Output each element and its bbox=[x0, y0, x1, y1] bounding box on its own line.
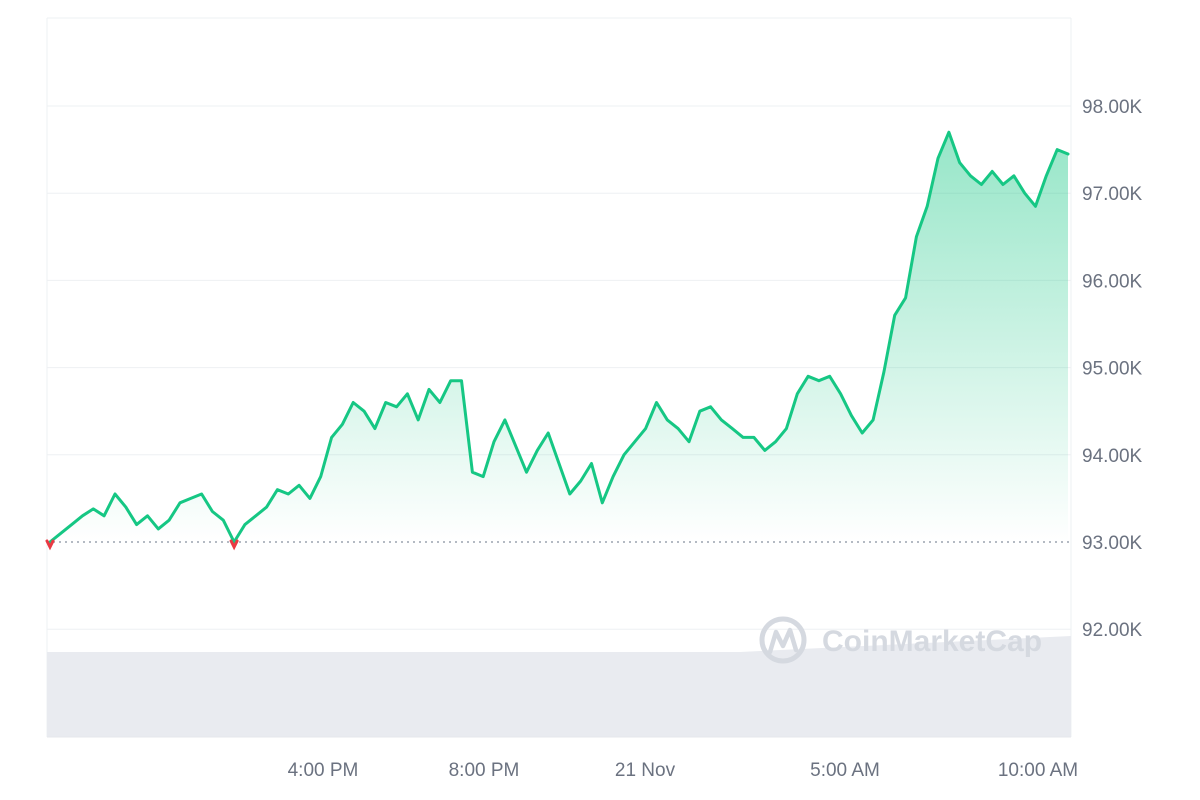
y-tick-label: 95.00K bbox=[1082, 359, 1143, 380]
y-tick-label: 92.00K bbox=[1082, 620, 1143, 641]
below-reference-segment bbox=[45, 539, 55, 551]
x-tick-label: 10:00 AM bbox=[998, 760, 1078, 781]
y-axis-labels: 98.00K 97.00K 96.00K 95.00K 94.00K 93.00K 92.0… bbox=[1082, 97, 1143, 641]
watermark-text: CoinMarketCap bbox=[822, 625, 1042, 658]
y-tick-label: 97.00K bbox=[1082, 184, 1143, 205]
price-line bbox=[48, 130, 1070, 544]
x-tick-label: 5:00 AM bbox=[810, 760, 880, 781]
coinmarketcap-logo-icon bbox=[759, 616, 807, 664]
coinmarketcap-watermark: CoinMarketCap bbox=[759, 616, 1042, 664]
y-tick-label: 98.00K bbox=[1082, 97, 1143, 118]
x-axis-labels: 4:00 PM 8:00 PM 21 Nov 5:00 AM 10:00 AM bbox=[288, 760, 1079, 781]
price-area-fill bbox=[50, 132, 1068, 542]
grid-lines bbox=[47, 105, 1071, 630]
y-tick-label: 96.00K bbox=[1082, 271, 1143, 292]
y-tick-label: 94.00K bbox=[1082, 446, 1143, 467]
x-tick-label: 8:00 PM bbox=[449, 760, 520, 781]
x-tick-label: 4:00 PM bbox=[288, 760, 359, 781]
below-reference-segment bbox=[229, 539, 239, 551]
y-tick-label: 93.00K bbox=[1082, 533, 1143, 554]
volume-bars bbox=[47, 652, 1071, 737]
volume-step bbox=[740, 636, 1071, 652]
x-tick-label: 21 Nov bbox=[615, 760, 676, 781]
